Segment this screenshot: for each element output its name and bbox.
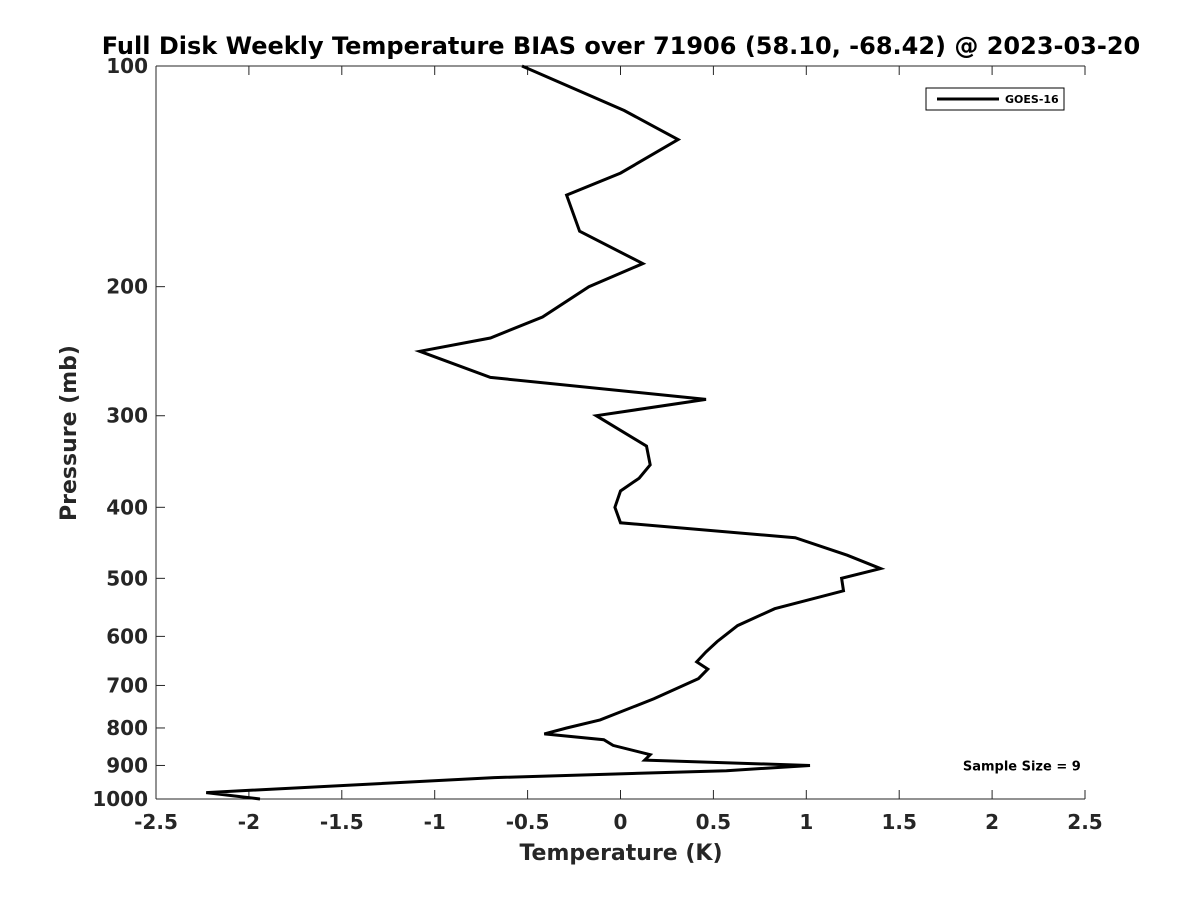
series-line-goes-16 bbox=[206, 64, 886, 801]
x-axis-ticks: -2.5 -2 -1.5 -1 -0.5 0 0.5 1 1.5 2 2.5 bbox=[134, 66, 1103, 834]
y-tick-label: 1000 bbox=[92, 787, 148, 811]
y-tick-label: 400 bbox=[106, 495, 148, 519]
y-tick-label: 500 bbox=[106, 566, 148, 590]
x-tick-label: 0 bbox=[614, 810, 628, 834]
series-layer bbox=[206, 64, 886, 801]
y-tick-label: 300 bbox=[106, 404, 148, 428]
x-tick-label: 2 bbox=[985, 810, 999, 834]
x-tick-label: 1 bbox=[799, 810, 813, 834]
y-axis-ticks: 100 200 300 400 500 600 700 800 900 1000 bbox=[92, 54, 165, 811]
x-tick-label: -0.5 bbox=[506, 810, 550, 834]
x-tick-label: -2.5 bbox=[134, 810, 178, 834]
x-axis-label: Temperature (K) bbox=[519, 841, 722, 866]
x-tick-label: -1 bbox=[424, 810, 446, 834]
annotation-layer: Sample Size = 9 bbox=[963, 759, 1081, 774]
y-tick-label: 700 bbox=[106, 673, 148, 697]
y-tick-label: 900 bbox=[106, 753, 148, 777]
x-tick-label: 2.5 bbox=[1067, 810, 1102, 834]
sample-size-annotation: Sample Size = 9 bbox=[963, 759, 1081, 774]
x-tick-label: 1.5 bbox=[881, 810, 916, 834]
legend-label-goes-16: GOES-16 bbox=[1005, 93, 1059, 106]
x-tick-label: -2 bbox=[238, 810, 260, 834]
y-tick-label: 100 bbox=[106, 54, 148, 78]
y-axis-label: Pressure (mb) bbox=[57, 345, 82, 521]
y-tick-label: 600 bbox=[106, 624, 148, 648]
chart-title: Full Disk Weekly Temperature BIAS over 7… bbox=[102, 32, 1141, 60]
y-tick-label: 200 bbox=[106, 275, 148, 299]
plot-axes bbox=[155, 65, 1085, 800]
x-tick-label: 0.5 bbox=[696, 810, 731, 834]
y-tick-label: 800 bbox=[106, 716, 148, 740]
x-tick-label: -1.5 bbox=[320, 810, 364, 834]
legend: GOES-16 bbox=[925, 87, 1065, 111]
